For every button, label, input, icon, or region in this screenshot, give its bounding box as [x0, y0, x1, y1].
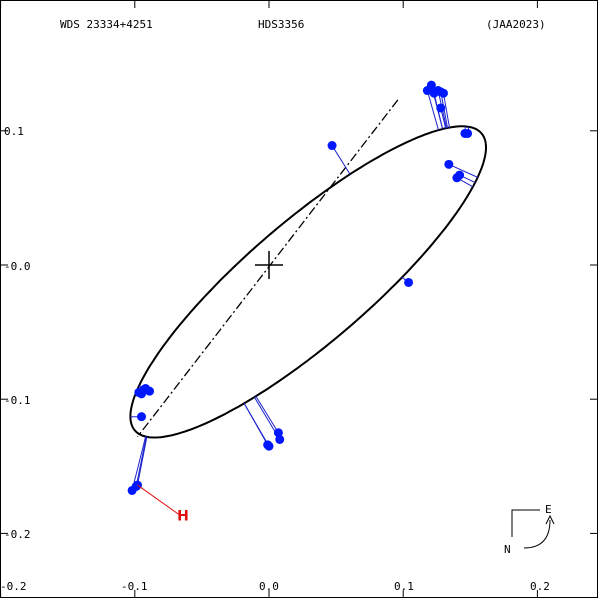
line-of-nodes — [136, 99, 399, 438]
observation-point — [438, 88, 448, 98]
hipparcos-label: H — [177, 509, 189, 525]
observation-point — [141, 383, 151, 393]
residual-line — [442, 93, 450, 128]
observation-point — [436, 103, 446, 113]
primary-star — [255, 251, 283, 279]
residual-lines — [130, 85, 478, 491]
y-tick-label: 0.1 — [4, 125, 24, 138]
y-tick-label: -0.0 — [4, 260, 31, 273]
compass-east-label: E — [545, 503, 552, 516]
x-tick-label: 0.0 — [259, 580, 279, 593]
orbit-reference: (JAA2023) — [486, 18, 546, 31]
observation-point — [327, 141, 337, 151]
residual-line — [131, 436, 147, 491]
y-tick-label: -0.2 — [4, 528, 31, 541]
observation-point — [404, 277, 414, 287]
apparent-orbit — [129, 125, 487, 439]
observation-point — [273, 428, 283, 438]
residual-line — [135, 436, 147, 487]
x-tick-label: -0.1 — [121, 580, 148, 593]
orientation-compass: E N — [504, 503, 555, 556]
residual-line — [255, 395, 279, 434]
observation-point — [275, 434, 285, 444]
x-tick-label: 0.1 — [394, 580, 414, 593]
compass-axes — [511, 509, 540, 537]
y-tick-label: -0.1 — [4, 394, 31, 407]
x-tick-label: 0.2 — [530, 580, 550, 593]
discoverer-code: HDS3356 — [258, 18, 304, 31]
compass-rotation-arrow — [523, 519, 551, 549]
observation-point — [263, 440, 273, 450]
observation-point — [444, 159, 454, 169]
hipparcos-residual-line — [137, 484, 180, 516]
residual-line — [243, 403, 269, 446]
compass-north-label: N — [504, 543, 511, 556]
wds-identifier: WDS 23334+4251 — [60, 18, 153, 31]
observation-points — [127, 80, 473, 495]
line-of-nodes-path — [136, 99, 399, 438]
observation-point — [137, 412, 147, 422]
residual-line — [136, 436, 148, 486]
residual-line — [426, 90, 439, 131]
compass-arrowhead-icon — [545, 514, 555, 525]
orbit-ellipse — [129, 125, 487, 439]
observation-point — [463, 128, 473, 138]
residual-line — [448, 163, 478, 178]
hipparcos-measure: H — [137, 484, 189, 525]
observation-point — [452, 173, 462, 183]
x-tick-label: -0.2 — [0, 580, 27, 593]
residual-line — [331, 145, 351, 175]
